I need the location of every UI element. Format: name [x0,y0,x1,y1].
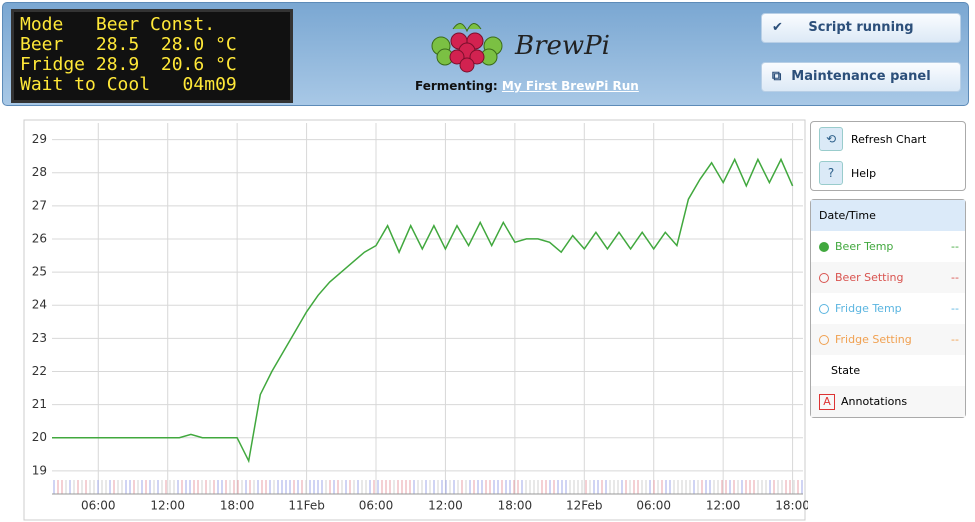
x-tick-label: 12:00 [706,499,741,513]
logo-text: BrewPi [514,31,610,61]
x-tick-label: 18:00 [498,499,533,513]
y-tick-label: 20 [32,430,47,444]
y-tick-label: 28 [32,165,47,179]
legend-label: Fridge Temp [835,302,902,315]
x-tick-label: 18:00 [220,499,255,513]
refresh-button[interactable]: ⟲ Refresh Chart [811,122,965,156]
help-button[interactable]: ? Help [811,156,965,190]
y-tick-label: 23 [32,331,47,345]
x-tick-label: 06:00 [636,499,671,513]
sidebar: ⟲ Refresh Chart ? Help Date/Time Beer Temp… [810,121,966,426]
legend-dot [819,272,829,283]
legend-value: -- [951,240,959,253]
fermenting-label: Fermenting: [415,79,498,93]
x-tick-label: 18:00 [775,499,808,513]
y-tick-label: 25 [32,265,47,279]
x-tick-label: 06:00 [81,499,116,513]
legend-item[interactable]: Beer Temp -- [811,231,965,262]
y-tick-label: 29 [32,132,47,146]
legend-value: -- [951,302,959,315]
legend-dot [819,334,829,345]
legend-label: Fridge Setting [835,333,912,346]
y-tick-label: 27 [32,198,47,212]
y-tick-label: 21 [32,397,47,411]
legend-value: -- [951,271,959,284]
lcd-line: Wait to Cool 04m09 [20,74,237,95]
chart: 19 20 21 22 23 24 25 26 27 28 29 06:00 12:00 18:00 11F… [23,119,808,521]
chart-frame [23,119,806,521]
x-tick-label: 12:00 [150,499,185,513]
icon: ? [819,161,843,185]
lcd-line: Beer 28.5 28.0 °C [20,34,237,55]
x-tick-label: 06:00 [359,499,394,513]
y-tick-label: 19 [32,463,47,477]
action-label: Refresh Chart [851,132,927,146]
x-tick-label: 12Feb [566,499,603,513]
actions-box: ⟲ Refresh Chart ? Help [810,121,966,191]
lcd-display: Mode Beer Const. Beer 28.5 28.0 °C Fridge … [11,9,293,103]
icon: ⟲ [819,127,843,151]
state-label: State [831,364,861,377]
lcd-line: Mode Beer Const. [20,14,216,35]
action-label: Help [851,166,877,180]
legend-label: Beer Setting [835,271,904,284]
legend-value: -- [951,333,959,346]
annotations-label: Annotations [841,395,908,408]
y-tick-label: 22 [32,364,47,378]
button-label: Script running [808,20,914,35]
legend-item[interactable]: Fridge Temp -- [811,293,965,324]
beer-link[interactable]: My First BrewPi Run [501,79,639,93]
script-button[interactable]: ✔ Script running [761,13,961,43]
legend-dot [819,303,829,314]
button-label: Maintenance panel [791,69,931,84]
annotations-icon: A [819,393,835,410]
y-tick-label: 26 [32,231,47,245]
lcd-line: Fridge 28.9 20.6 °C [20,54,237,75]
legend-label: Beer Temp [835,240,894,253]
fermenting: Fermenting: My First BrewPi Run [415,79,639,93]
legend-item[interactable]: Fridge Setting -- [811,324,965,355]
date-time: Date/Time [811,200,965,231]
legend-box: Date/Time Beer Temp -- Beer Setting -- Frid… [810,199,966,418]
logo: BrewPi [431,23,610,73]
x-tick-label: 11Feb [288,499,325,513]
y-tick-label: 24 [32,298,47,312]
series-line [52,157,794,464]
maintenance-button[interactable]: ⧉ Maintenance panel [761,62,961,92]
x-tick-label: 12:00 [428,499,463,513]
header: Mode Beer Const. Beer 28.5 28.0 °C Fridge … [2,2,969,106]
legend-item[interactable]: Beer Setting -- [811,262,965,293]
annotations-item[interactable]: A Annotations [811,386,965,417]
